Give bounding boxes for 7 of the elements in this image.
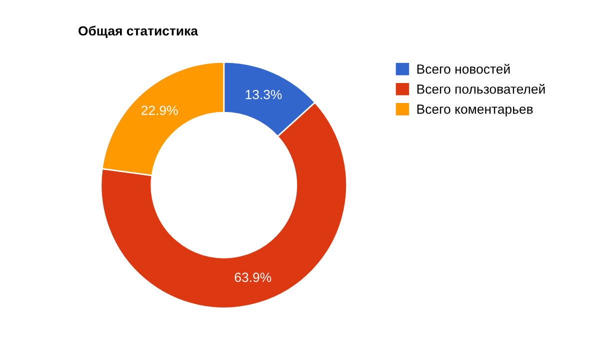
data-label: 13.3% xyxy=(246,90,282,100)
legend-label: Всего новостей xyxy=(417,64,510,74)
data-label: 22.9% xyxy=(142,106,178,116)
chart-title: Общая статистика xyxy=(78,26,198,38)
legend-label: Всего коментарьев xyxy=(417,104,533,116)
legend-label: Всего пользователей xyxy=(417,84,545,94)
data-label: 63.9% xyxy=(234,272,272,282)
